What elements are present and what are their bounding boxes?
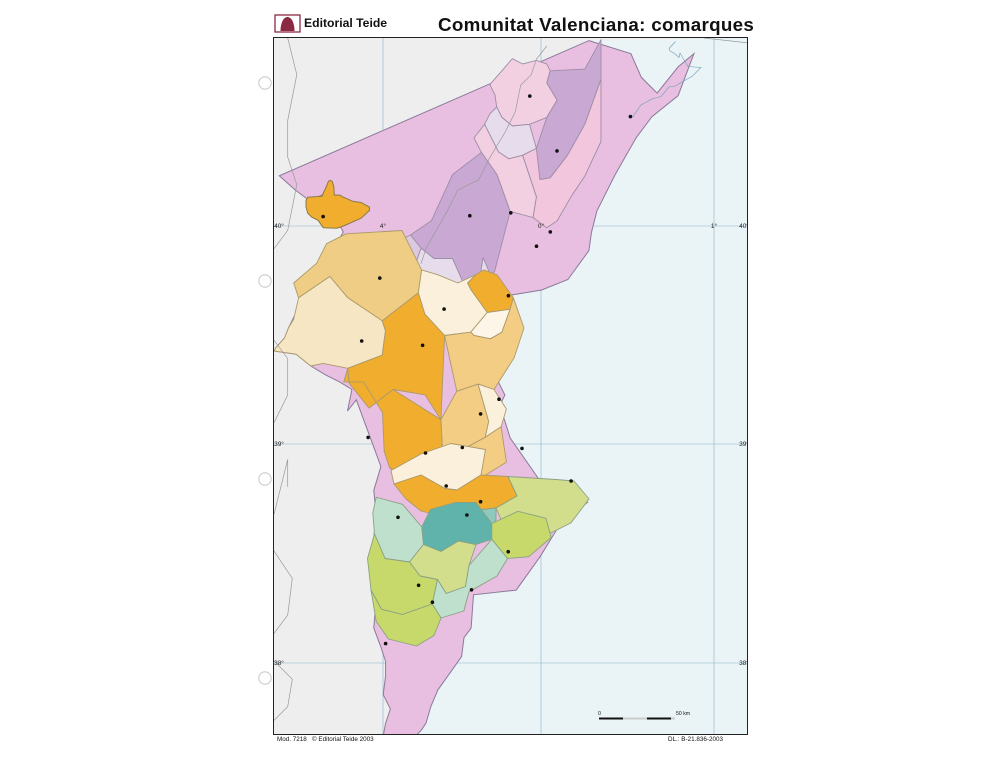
svg-text:0: 0 bbox=[598, 711, 601, 717]
svg-text:39°: 39° bbox=[739, 440, 748, 448]
svg-text:0°: 0° bbox=[538, 222, 545, 230]
svg-text:38°: 38° bbox=[739, 659, 748, 667]
svg-text:40°: 40° bbox=[739, 222, 748, 230]
svg-text:1°: 1° bbox=[711, 222, 718, 230]
svg-text:4°: 4° bbox=[380, 222, 387, 230]
svg-text:39°: 39° bbox=[274, 440, 284, 448]
svg-text:50 km: 50 km bbox=[676, 711, 690, 717]
svg-text:38°: 38° bbox=[274, 659, 284, 667]
svg-text:40°: 40° bbox=[274, 222, 284, 230]
